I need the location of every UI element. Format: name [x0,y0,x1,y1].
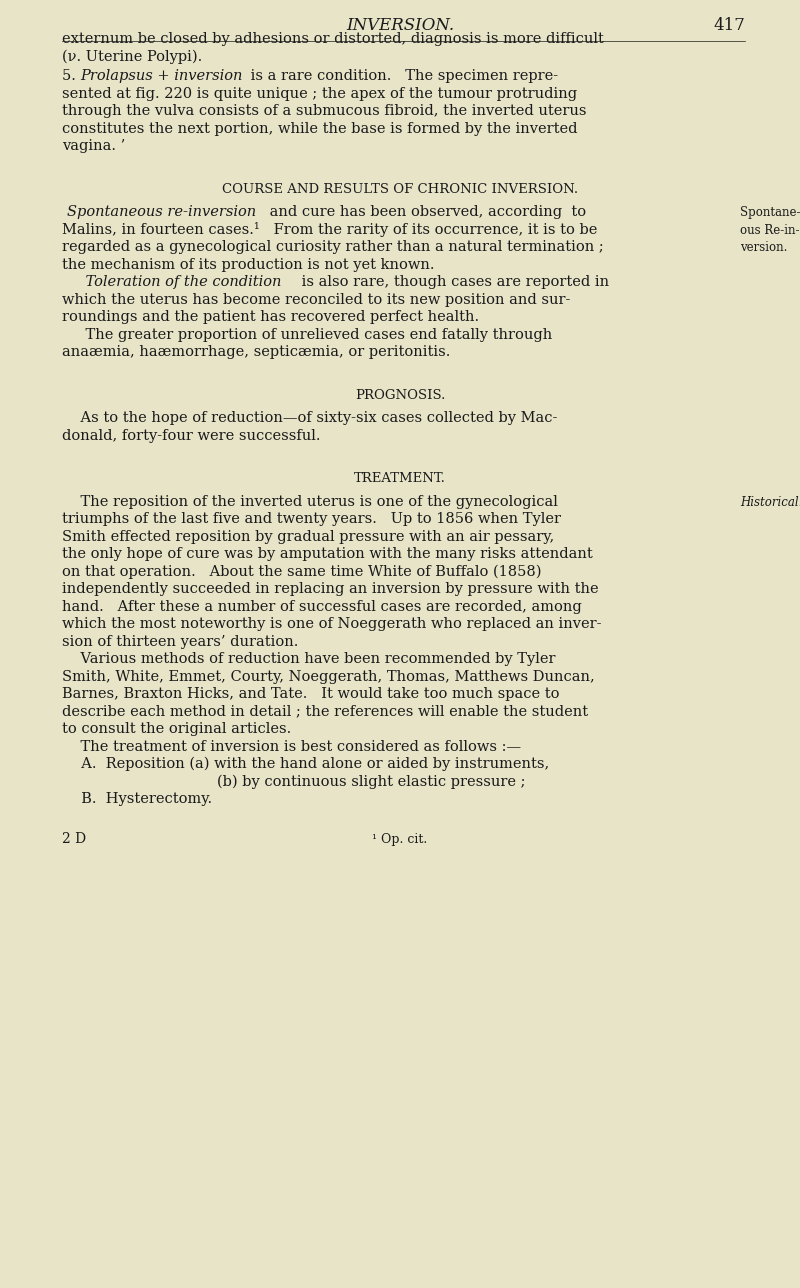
Text: Toleration of the condition: Toleration of the condition [67,276,282,289]
Text: TREATMENT.: TREATMENT. [354,471,446,486]
Text: is a rare condition.   The specimen repre-: is a rare condition. The specimen repre- [246,70,558,82]
Text: independently succeeded in replacing an inversion by pressure with the: independently succeeded in replacing an … [62,582,598,596]
Text: COURSE AND RESULTS OF CHRONIC INVERSION.: COURSE AND RESULTS OF CHRONIC INVERSION. [222,183,578,196]
Text: A.  Reposition (a) with the hand alone or aided by instruments,: A. Reposition (a) with the hand alone or… [72,756,550,772]
Text: As to the hope of reduction—of sixty-six cases collected by Mac-: As to the hope of reduction—of sixty-six… [62,411,558,425]
Text: 5.: 5. [62,70,81,82]
Text: externum be closed by adhesions or distorted, diagnosis is more difficult: externum be closed by adhesions or disto… [62,32,604,46]
Text: The greater proportion of unrelieved cases end fatally through: The greater proportion of unrelieved cas… [67,327,552,341]
Text: the mechanism of its production is not yet known.: the mechanism of its production is not y… [62,258,434,272]
Text: Various methods of reduction have been recommended by Tyler: Various methods of reduction have been r… [62,652,555,666]
Text: (b) by continuous slight elastic pressure ;: (b) by continuous slight elastic pressur… [217,774,526,788]
Text: triumphs of the last five and twenty years.   Up to 1856 when Tyler: triumphs of the last five and twenty yea… [62,513,561,526]
Text: through the vulva consists of a submucous fibroid, the inverted uterus: through the vulva consists of a submucou… [62,104,586,118]
Text: B.  Hysterectomy.: B. Hysterectomy. [72,792,212,806]
Text: Spontaneous re-inversion: Spontaneous re-inversion [67,205,256,219]
Text: constitutes the next portion, while the base is formed by the inverted: constitutes the next portion, while the … [62,121,578,135]
Text: Smith, White, Emmet, Courty, Noeggerath, Thomas, Matthews Duncan,: Smith, White, Emmet, Courty, Noeggerath,… [62,670,594,684]
Text: INVERSION.: INVERSION. [346,17,454,33]
Text: PROGNOSIS.: PROGNOSIS. [355,389,445,402]
Text: roundings and the patient has recovered perfect health.: roundings and the patient has recovered … [62,310,479,325]
Text: sion of thirteen years’ duration.: sion of thirteen years’ duration. [62,635,298,648]
Text: 417: 417 [713,17,745,33]
Text: describe each method in detail ; the references will enable the student: describe each method in detail ; the ref… [62,705,588,719]
Text: which the most noteworthy is one of Noeggerath who replaced an inver-: which the most noteworthy is one of Noeg… [62,617,602,631]
Text: regarded as a gynecological curiosity rather than a natural termination ;: regarded as a gynecological curiosity ra… [62,240,604,254]
Text: to consult the original articles.: to consult the original articles. [62,723,291,735]
Text: 2 D: 2 D [62,832,86,845]
Text: which the uterus has become reconciled to its new position and sur-: which the uterus has become reconciled t… [62,292,570,307]
Text: Malins, in fourteen cases.¹   From the rarity of its occurrence, it is to be: Malins, in fourteen cases.¹ From the rar… [62,222,598,237]
Text: sented at fig. 220 is quite unique ; the apex of the tumour protruding: sented at fig. 220 is quite unique ; the… [62,86,577,100]
Text: Spontane-: Spontane- [740,206,800,219]
Text: The reposition of the inverted uterus is one of the gynecological: The reposition of the inverted uterus is… [62,495,558,509]
Text: anaæmia, haæmorrhage, septicæmia, or peritonitis.: anaæmia, haæmorrhage, septicæmia, or per… [62,345,450,359]
Text: is also rare, though cases are reported in: is also rare, though cases are reported … [297,276,609,289]
Text: Smith effected reposition by gradual pressure with an air pessary,: Smith effected reposition by gradual pre… [62,529,554,544]
Text: and cure has been observed, according  to: and cure has been observed, according to [265,205,586,219]
Text: Barnes, Braxton Hicks, and Tate.   It would take too much space to: Barnes, Braxton Hicks, and Tate. It woul… [62,687,559,701]
Text: Prolapsus + inversion: Prolapsus + inversion [81,70,243,82]
Text: vagina. ’: vagina. ’ [62,139,126,153]
Text: donald, forty-four were successful.: donald, forty-four were successful. [62,429,321,443]
Text: ¹ Op. cit.: ¹ Op. cit. [372,832,428,845]
Text: version.: version. [740,241,787,254]
Text: the only hope of cure was by amputation with the many risks attendant: the only hope of cure was by amputation … [62,547,593,562]
Text: (ν. Uterine Polypi).: (ν. Uterine Polypi). [62,49,202,63]
Text: The treatment of inversion is best considered as follows :—: The treatment of inversion is best consi… [62,739,521,753]
Text: on that operation.   About the same time White of Buffalo (1858): on that operation. About the same time W… [62,564,542,578]
Text: ous Re-in-: ous Re-in- [740,224,799,237]
Text: Historical.: Historical. [740,496,800,509]
Text: hand.   After these a number of successful cases are recorded, among: hand. After these a number of successful… [62,599,582,613]
